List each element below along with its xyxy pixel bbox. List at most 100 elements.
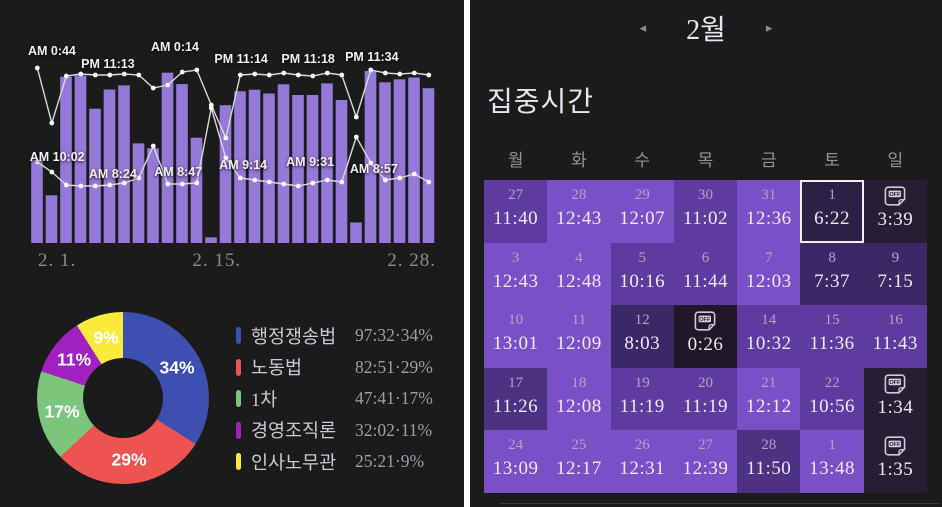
legend-subject-label: 1차 [251,390,278,411]
day-number: 29 [634,187,650,203]
calendar-day-cell[interactable]: 11 12:09 [547,305,611,368]
focus-time-value: 0:26 [687,334,724,355]
calendar-day-cell[interactable]: 24 13:09 [484,430,548,493]
focus-time-value: 12:36 [745,208,792,229]
legend-color-marker [236,327,241,345]
calendar-day-cell[interactable]: 3 12:43 [484,242,548,305]
time-annotation: PM 11:18 [281,52,335,66]
calendar-day-cell[interactable]: 31 12:36 [737,180,801,243]
line-dot [78,71,84,77]
calendar-day-cell[interactable]: 10 13:01 [484,305,548,368]
focus-time-value: 12:43 [556,208,602,229]
calendar-day-cell[interactable]: 15 11:36 [800,305,864,368]
legend-subject-label: 인사노무관 [251,453,337,474]
line-dot [179,181,185,187]
off-icon-wrap: OFF [864,434,927,456]
focus-time-value: 12:07 [619,208,666,229]
calendar-day-cell[interactable]: 5 10:16 [610,242,674,305]
time-annotation: AM 8:24 [88,167,137,181]
day-number: 5 [638,249,646,266]
day-number: 4 [575,249,583,266]
off-sticker-icon: OFF [695,311,716,331]
focus-time-value: 11:26 [493,395,539,417]
calendar-day-cell[interactable]: 27 11:40 [484,180,548,243]
day-number: 20 [697,374,713,391]
study-bar [335,100,348,243]
calendar-off-cell[interactable]: OFF 1:35 [863,430,927,493]
day-number: 25 [571,437,587,453]
time-annotation: AM 9:14 [219,158,268,172]
calendar-off-cell[interactable]: OFF 1:34 [863,367,927,430]
calendar-day-cell[interactable]: 28 12:43 [547,180,611,243]
line-dot [411,70,417,76]
time-annotation: AM 10:02 [29,150,85,164]
study-bar [190,137,203,243]
calendar-off-cell[interactable]: OFF 0:26 [673,305,738,368]
line-dot [165,181,171,187]
line-dot [426,179,432,185]
day-number: 17 [508,374,524,391]
line-dot [136,175,142,181]
calendar-day-cell[interactable]: 21 12:12 [737,367,801,430]
calendar-day-cell[interactable]: 20 11:19 [673,367,738,430]
line-dot [368,160,374,166]
line-dot [281,70,287,76]
calendar-day-cell[interactable]: 27 12:39 [673,430,738,493]
calendar-day-cell[interactable]: 4 12:48 [547,242,611,305]
weekday-label: 수 [634,151,651,170]
focus-time-value: 11:50 [746,458,792,479]
time-annotation: PM 11:13 [81,57,135,71]
calendar-day-cell[interactable]: 14 10:32 [737,305,801,368]
weekday-label: 화 [571,151,587,170]
legend-subject-label: 노동법 [251,359,303,380]
calendar-day-cell[interactable]: 8 7:37 [800,242,864,305]
subject-donut-chart: 34% 29% 17% 11% 9% [37,312,209,484]
focus-time-title: 집중시간 [487,87,595,118]
calendar-day-cell[interactable]: 19 11:19 [610,367,674,430]
calendar-day-cell[interactable]: 7 12:03 [737,242,801,305]
calendar-day-cell[interactable]: 25 12:17 [547,430,611,493]
svg-text:OFF: OFF [700,317,712,323]
line-dot [382,177,388,183]
calendar-day-cell[interactable]: 16 11:43 [863,305,927,368]
calendar-day-cell[interactable]: 28 11:50 [737,430,801,493]
prev-month-button[interactable]: ◂ [634,16,653,41]
calendar-panel: ◂ 2월 ▸ 집중시간 월 화 수 목 금 토 일 27 11:40 28 12:43 29 12:0… [470,0,942,507]
calendar-day-cell[interactable]: 17 11:26 [484,367,548,430]
calendar-day-cell[interactable]: 12 8:03 [610,305,674,368]
calendar-off-cell[interactable]: OFF 3:39 [863,180,927,243]
focus-time-value: 3:39 [877,209,914,230]
focus-time-value: 11:02 [682,208,729,229]
donut-percent-label: 9% [93,327,119,348]
bottom-divider-line [500,503,939,504]
day-number: 24 [508,437,524,453]
calendar-day-cell[interactable]: 6 11:44 [673,242,738,305]
off-sticker-icon: OFF [884,373,906,394]
calendar-day-cell[interactable]: 1 13:48 [800,430,864,493]
day-number: 27 [697,437,713,453]
line-dot [324,70,330,76]
study-bar [219,105,232,243]
calendar-day-cell[interactable]: 29 12:07 [610,180,674,243]
study-bar [292,95,304,243]
next-month-button[interactable]: ▸ [760,16,779,41]
calendar-day-cell[interactable]: 9 7:15 [863,242,927,305]
focus-time-value: 12:12 [745,395,792,417]
x-axis-tick-end: 2. 28. [387,250,436,271]
subject-legend: 행정쟁송법 97:32·34% 노동법 82:51·29% 1차 47:41·17% 경영조… [236,320,433,478]
day-number: 6 [701,249,710,266]
study-bar [306,95,319,243]
calendar-day-cell[interactable]: 30 11:02 [673,180,738,243]
calendar-day-cell[interactable]: 18 12:08 [547,367,611,430]
calendar-day-cell[interactable]: 26 12:31 [610,430,674,493]
legend-color-marker [236,358,241,376]
calendar-day-cell[interactable]: 22 10:56 [800,367,864,430]
time-annotation: AM 8:57 [349,162,398,176]
focus-time-value: 11:19 [682,395,729,417]
calendar-day-cell[interactable]: 1 6:22 [800,180,864,243]
calendar-grid: 27 11:40 28 12:43 29 12:07 30 11:02 31 12:36 1 6:22… [484,180,927,493]
focus-time-value: 13:48 [809,458,855,479]
month-label: 2월 [686,15,726,46]
legend-time-percent: 32:02·11% [355,419,433,440]
